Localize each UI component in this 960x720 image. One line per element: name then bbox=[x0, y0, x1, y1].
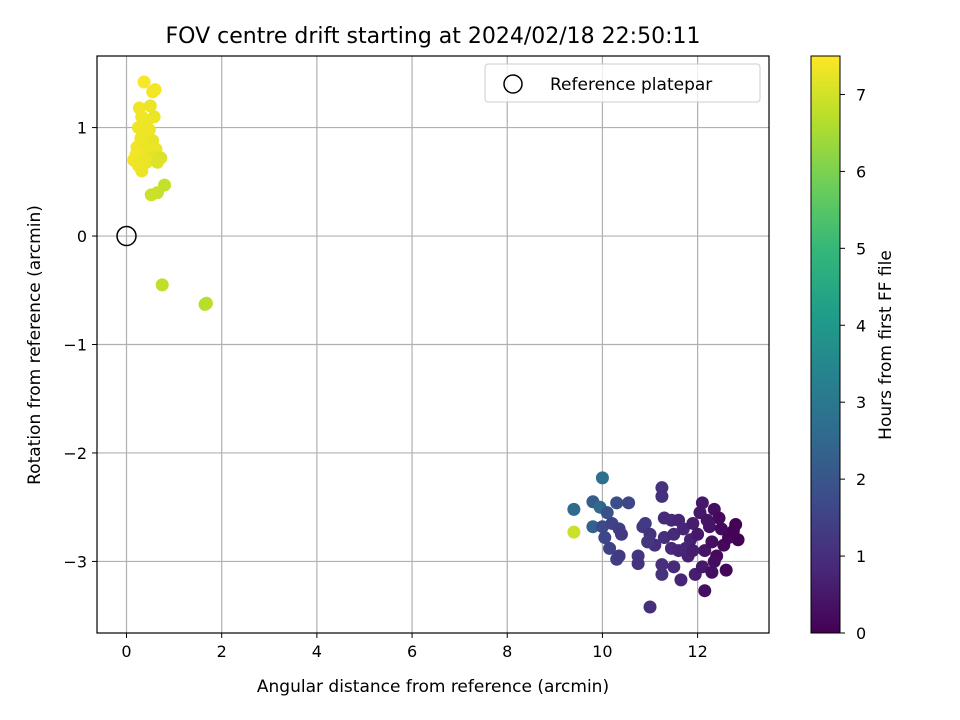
scatter-point bbox=[600, 506, 614, 520]
colorbar-tick-label: 1 bbox=[856, 547, 866, 566]
scatter-point bbox=[603, 541, 617, 555]
scatter-points bbox=[127, 75, 745, 614]
reference-platepar-point bbox=[116, 225, 137, 247]
scatter-point bbox=[705, 565, 719, 579]
scatter-point bbox=[695, 560, 709, 574]
legend-marker-icon bbox=[503, 74, 523, 94]
colorbar bbox=[810, 55, 841, 634]
scatter-point bbox=[655, 558, 669, 572]
scatter-point bbox=[146, 85, 160, 99]
x-axis-ticks: 0 2 4 6 8 10 12 bbox=[121, 633, 708, 661]
scatter-point bbox=[137, 75, 151, 89]
scatter-point bbox=[698, 544, 712, 558]
scatter-point bbox=[631, 557, 645, 571]
y-axis-label: Rotation from reference (arcmin) bbox=[25, 205, 45, 485]
x-tick-label: 8 bbox=[502, 642, 512, 661]
scatter-point bbox=[714, 522, 728, 536]
x-tick-label: 2 bbox=[217, 642, 227, 661]
scatter-point bbox=[707, 554, 721, 568]
colorbar-tick-label: 2 bbox=[856, 470, 866, 489]
chart-title: FOV centre drift starting at 2024/02/18 … bbox=[166, 24, 701, 49]
scatter-point bbox=[686, 544, 700, 558]
scatter-point bbox=[691, 527, 705, 541]
colorbar-ticks: 0 1 2 3 4 5 6 7 bbox=[840, 85, 866, 643]
scatter-point bbox=[142, 123, 156, 137]
scatter-point bbox=[612, 549, 626, 563]
scatter-point bbox=[158, 178, 172, 192]
scatter-point bbox=[567, 502, 581, 516]
legend-box bbox=[484, 63, 761, 103]
x-axis-label: Angular distance from reference (arcmin) bbox=[257, 677, 609, 697]
colorbar-tick-label: 4 bbox=[856, 316, 866, 335]
scatter-point bbox=[686, 516, 700, 530]
scatter-point bbox=[155, 278, 169, 292]
reference-marker bbox=[116, 225, 137, 247]
scatter-point bbox=[655, 567, 669, 581]
scatter-point bbox=[143, 99, 157, 113]
colorbar-label: Hours from first FF file bbox=[876, 250, 896, 440]
scatter-point bbox=[598, 531, 612, 545]
scatter-point bbox=[622, 496, 636, 510]
colorbar-tick-label: 6 bbox=[856, 162, 866, 181]
scatter-point bbox=[698, 584, 712, 598]
scatter-point bbox=[719, 563, 733, 577]
x-tick-label: 12 bbox=[687, 642, 707, 661]
scatter-point bbox=[586, 520, 600, 534]
scatter-point bbox=[695, 496, 709, 510]
scatter-point bbox=[674, 573, 688, 587]
y-tick-label: 1 bbox=[77, 119, 87, 138]
scatter-point bbox=[643, 600, 657, 614]
scatter-point bbox=[726, 524, 740, 538]
scatter-point bbox=[610, 496, 624, 510]
scatter-point bbox=[638, 516, 652, 530]
scatter-point bbox=[567, 525, 581, 539]
x-tick-label: 0 bbox=[121, 642, 131, 661]
y-axis-ticks: −3 −2 −1 0 1 bbox=[63, 119, 97, 571]
scatter-point bbox=[614, 527, 628, 541]
colorbar-tick-label: 7 bbox=[856, 85, 866, 104]
x-tick-label: 10 bbox=[592, 642, 612, 661]
y-tick-label: −3 bbox=[63, 552, 87, 571]
scatter-point bbox=[667, 527, 681, 541]
scatter-point bbox=[595, 471, 609, 485]
scatter-point bbox=[641, 535, 655, 549]
scatter-point bbox=[667, 560, 681, 574]
scatter-point bbox=[150, 155, 164, 169]
legend: Reference platepar bbox=[484, 63, 761, 103]
colorbar-tick-label: 5 bbox=[856, 239, 866, 258]
scatter-point bbox=[135, 164, 149, 178]
scatter-point bbox=[198, 297, 212, 311]
colorbar-tick-label: 0 bbox=[856, 624, 866, 643]
x-tick-label: 4 bbox=[312, 642, 322, 661]
scatter-point bbox=[700, 513, 714, 527]
scatter-point bbox=[712, 511, 726, 525]
x-tick-label: 6 bbox=[407, 642, 417, 661]
scatter-point bbox=[705, 535, 719, 549]
y-tick-label: −2 bbox=[63, 444, 87, 463]
y-tick-label: 0 bbox=[77, 227, 87, 246]
colorbar-tick-label: 3 bbox=[856, 393, 866, 412]
legend-label: Reference platepar bbox=[550, 75, 712, 95]
grid bbox=[97, 56, 769, 633]
y-tick-label: −1 bbox=[63, 336, 87, 355]
scatter-point bbox=[676, 522, 690, 536]
scatter-point bbox=[655, 489, 669, 503]
